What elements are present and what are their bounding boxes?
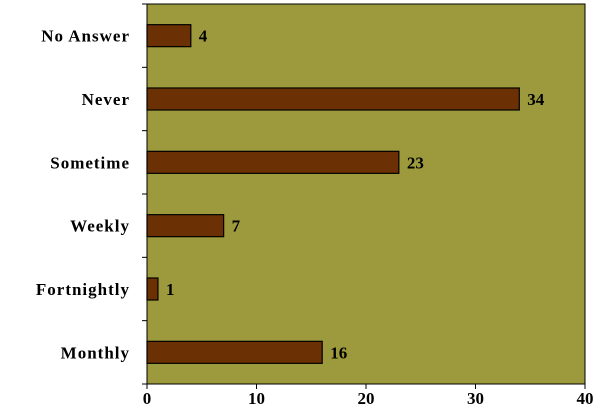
bar-no-answer bbox=[146, 24, 192, 48]
data-label: 16 bbox=[330, 343, 347, 362]
bar-fortnightly bbox=[146, 277, 159, 301]
y-tick-label: Never bbox=[82, 90, 130, 109]
y-axis: No Answer Never Sometime Weekly Fortnightly M… bbox=[36, 3, 147, 385]
y-tick-label: Fortnightly bbox=[36, 280, 130, 299]
plot-area bbox=[146, 3, 586, 385]
y-tick-label: No Answer bbox=[41, 27, 130, 46]
bar-sometime bbox=[146, 150, 400, 174]
x-tick-label: 20 bbox=[358, 389, 375, 405]
bar-monthly bbox=[146, 340, 323, 364]
y-tick-label: Weekly bbox=[70, 217, 130, 236]
y-tick-label: Sometime bbox=[50, 153, 130, 172]
data-label: 34 bbox=[527, 90, 545, 109]
data-label: 23 bbox=[407, 153, 424, 172]
bars-group: 4 34 23 7 1 16 bbox=[146, 24, 545, 364]
x-tick-label: 0 bbox=[143, 389, 152, 405]
data-label: 7 bbox=[232, 217, 241, 236]
data-label: 1 bbox=[166, 280, 175, 299]
bar-weekly bbox=[146, 214, 225, 238]
x-tick-label: 10 bbox=[248, 389, 265, 405]
x-tick-label: 30 bbox=[467, 389, 484, 405]
y-tick-label: Monthly bbox=[61, 343, 130, 362]
x-tick-label: 40 bbox=[577, 389, 594, 405]
x-axis: 0 10 20 30 40 bbox=[143, 384, 594, 405]
data-label: 4 bbox=[199, 27, 208, 46]
bar-never bbox=[146, 87, 520, 111]
